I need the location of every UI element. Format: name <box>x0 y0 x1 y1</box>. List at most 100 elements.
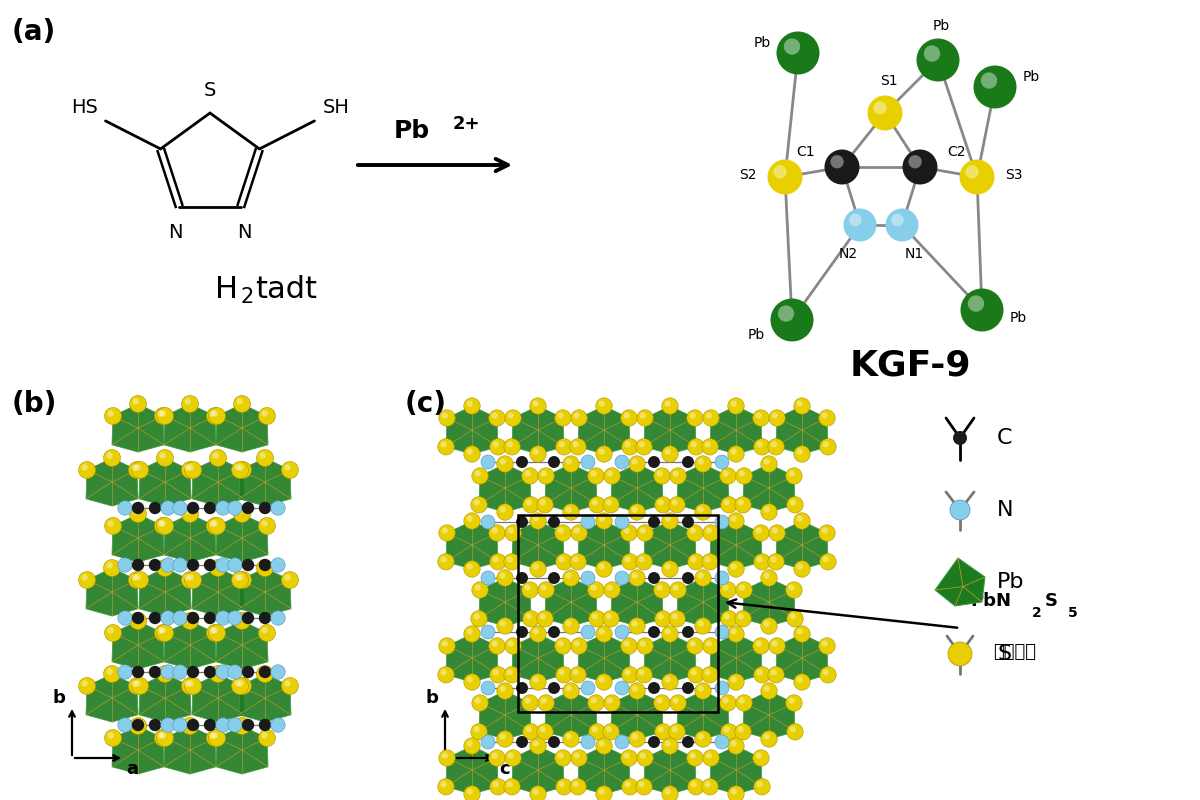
Circle shape <box>686 638 703 654</box>
Polygon shape <box>112 514 164 562</box>
Circle shape <box>258 625 276 642</box>
Text: KGF-9: KGF-9 <box>850 348 971 382</box>
Circle shape <box>902 150 937 185</box>
Circle shape <box>463 786 480 800</box>
Circle shape <box>490 438 506 455</box>
Circle shape <box>282 462 299 478</box>
Circle shape <box>640 641 646 646</box>
Polygon shape <box>446 746 498 794</box>
Circle shape <box>134 680 140 686</box>
Circle shape <box>216 665 230 679</box>
Circle shape <box>522 582 538 598</box>
Circle shape <box>504 438 521 455</box>
Circle shape <box>629 683 646 699</box>
Circle shape <box>204 558 216 571</box>
Circle shape <box>616 571 629 585</box>
Circle shape <box>149 502 161 514</box>
Circle shape <box>505 525 521 541</box>
Circle shape <box>763 506 770 513</box>
Circle shape <box>636 666 653 683</box>
Circle shape <box>599 677 605 682</box>
Circle shape <box>606 614 612 619</box>
Circle shape <box>756 641 762 646</box>
Circle shape <box>953 431 967 445</box>
Circle shape <box>797 449 803 454</box>
Circle shape <box>467 563 473 570</box>
Circle shape <box>558 753 564 758</box>
Circle shape <box>488 410 505 426</box>
Polygon shape <box>86 674 138 722</box>
Circle shape <box>499 573 506 578</box>
Circle shape <box>686 750 703 766</box>
Circle shape <box>752 638 769 654</box>
Polygon shape <box>710 634 762 682</box>
Circle shape <box>786 694 802 711</box>
Circle shape <box>690 556 697 562</box>
Circle shape <box>572 782 578 787</box>
Circle shape <box>204 612 216 624</box>
Circle shape <box>688 666 704 683</box>
Polygon shape <box>139 674 191 722</box>
Circle shape <box>508 641 514 646</box>
Circle shape <box>161 558 175 572</box>
Circle shape <box>752 525 769 541</box>
Circle shape <box>690 670 697 675</box>
Circle shape <box>438 778 454 795</box>
Circle shape <box>599 629 605 634</box>
Circle shape <box>216 718 230 732</box>
Circle shape <box>463 513 480 530</box>
Circle shape <box>695 504 712 520</box>
Circle shape <box>731 741 737 746</box>
Circle shape <box>570 666 587 683</box>
Circle shape <box>736 694 752 711</box>
Circle shape <box>160 520 166 526</box>
Circle shape <box>822 527 828 534</box>
Circle shape <box>160 668 166 674</box>
Circle shape <box>234 574 241 581</box>
Circle shape <box>234 680 241 686</box>
Circle shape <box>131 574 138 581</box>
Polygon shape <box>239 458 292 506</box>
Circle shape <box>565 734 572 740</box>
Circle shape <box>506 782 512 787</box>
Circle shape <box>703 638 719 654</box>
Circle shape <box>648 736 660 748</box>
Text: C2: C2 <box>947 145 966 159</box>
Circle shape <box>492 413 498 418</box>
Circle shape <box>648 572 660 584</box>
Circle shape <box>731 515 737 522</box>
Circle shape <box>665 741 671 746</box>
Circle shape <box>739 585 745 590</box>
Circle shape <box>673 470 679 477</box>
Circle shape <box>607 470 613 477</box>
Circle shape <box>756 753 762 758</box>
Circle shape <box>727 738 744 754</box>
Circle shape <box>563 570 580 586</box>
Circle shape <box>499 734 506 740</box>
Circle shape <box>234 718 251 734</box>
Circle shape <box>463 674 480 690</box>
Text: S2: S2 <box>739 168 757 182</box>
Circle shape <box>788 470 794 477</box>
Circle shape <box>706 527 712 534</box>
Circle shape <box>238 574 244 581</box>
Circle shape <box>258 518 276 534</box>
Circle shape <box>665 563 671 570</box>
Circle shape <box>960 159 995 194</box>
Circle shape <box>720 468 736 484</box>
Circle shape <box>776 31 820 74</box>
Circle shape <box>682 572 694 584</box>
Circle shape <box>530 513 546 530</box>
Circle shape <box>924 46 940 62</box>
Circle shape <box>442 413 448 418</box>
Circle shape <box>690 782 697 787</box>
Circle shape <box>736 468 752 484</box>
Circle shape <box>772 413 778 418</box>
Circle shape <box>631 458 638 465</box>
Circle shape <box>787 610 803 627</box>
Circle shape <box>242 558 254 571</box>
Circle shape <box>211 410 218 417</box>
Circle shape <box>616 735 629 749</box>
Polygon shape <box>776 406 828 454</box>
Polygon shape <box>710 746 762 794</box>
